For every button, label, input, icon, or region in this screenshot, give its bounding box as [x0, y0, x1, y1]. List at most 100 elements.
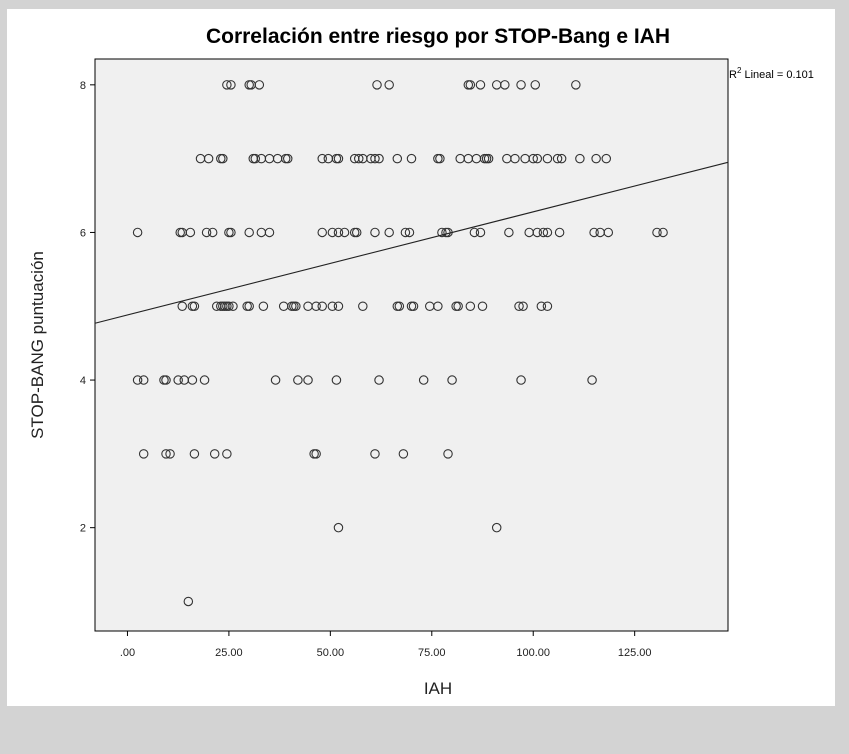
data-point [183, 596, 194, 607]
data-point [554, 227, 565, 238]
data-point [475, 227, 486, 238]
x-tick-label: 50.00 [317, 647, 345, 659]
data-point [244, 301, 254, 312]
data-point [447, 375, 457, 385]
y-tick-label: 2 [80, 523, 86, 535]
data-point [187, 375, 198, 385]
data-point [331, 375, 342, 385]
data-point [394, 301, 405, 312]
data-point [408, 301, 419, 312]
data-point [536, 301, 547, 312]
data-point [483, 153, 494, 164]
data-point [532, 227, 543, 238]
r2-label-sup: 2 [737, 66, 742, 75]
data-point [282, 153, 293, 164]
data-point [603, 227, 614, 238]
x-tick-label: 75.00 [418, 647, 446, 659]
data-point [475, 80, 486, 90]
y-tick-label: 4 [80, 375, 86, 387]
data-point [173, 375, 183, 385]
data-point [228, 301, 238, 312]
data-point [571, 80, 581, 90]
data-point [185, 227, 196, 238]
data-point [353, 153, 364, 164]
data-point [591, 153, 601, 164]
data-point [542, 301, 553, 312]
data-point [516, 80, 526, 90]
data-point [222, 80, 232, 90]
data-point [532, 153, 543, 164]
data-point [327, 227, 338, 238]
data-point [165, 449, 175, 459]
data-point [224, 301, 234, 312]
data-point [203, 153, 214, 164]
data-point [244, 227, 254, 238]
data-point [400, 227, 411, 238]
data-point [222, 449, 232, 459]
fit-line [94, 161, 729, 324]
data-point [433, 301, 443, 312]
plot-area [94, 58, 729, 632]
data-point [177, 301, 187, 312]
data-point [333, 301, 344, 312]
data-point [510, 153, 520, 164]
r2-label-suffix: Lineal = 0.101 [741, 69, 813, 81]
data-point [443, 449, 453, 459]
data-point [491, 522, 502, 533]
data-point [504, 227, 514, 238]
data-point [199, 375, 210, 385]
data-point [358, 301, 368, 312]
data-point [435, 153, 445, 164]
data-point [658, 227, 668, 238]
r2-label-prefix: R [729, 69, 737, 81]
axis-ticks: .00 25.00 50.00 75.00 100.00 125.00 2 4 6 8 [80, 80, 652, 659]
data-point [351, 227, 362, 238]
data-point [218, 153, 228, 164]
data-point [477, 301, 488, 312]
data-point [132, 375, 143, 385]
data-point [538, 227, 549, 238]
data-point [291, 301, 301, 312]
y-tick-label: 6 [80, 227, 86, 239]
chart-panel: Correlación entre riesgo por STOP-Bang e… [7, 9, 835, 706]
data-point [207, 227, 218, 238]
x-tick-label: 100.00 [516, 647, 550, 659]
data-point [542, 227, 553, 238]
data-point [189, 301, 200, 312]
data-point [556, 153, 567, 164]
data-point [418, 375, 429, 385]
data-point [370, 449, 380, 459]
x-tick-label: .00 [120, 647, 135, 659]
data-point [370, 227, 380, 238]
data-point [250, 153, 261, 164]
data-point [516, 375, 526, 385]
r2-label: R2 Lineal = 0.101 [729, 66, 814, 81]
data-point [270, 375, 281, 385]
data-point [589, 227, 599, 238]
data-points [132, 80, 668, 607]
data-point [437, 227, 447, 238]
data-point [406, 153, 417, 164]
data-point [132, 227, 143, 238]
data-point [311, 301, 321, 312]
data-point [317, 301, 327, 312]
data-point [317, 153, 327, 164]
data-point [303, 375, 313, 385]
data-point [226, 227, 236, 238]
data-point [372, 80, 382, 90]
data-point [254, 80, 265, 90]
data-point [264, 227, 275, 238]
data-point [138, 375, 149, 385]
data-point [374, 375, 384, 385]
data-point [652, 227, 662, 238]
data-point [333, 153, 344, 164]
data-point [209, 449, 220, 459]
data-point [226, 80, 236, 90]
data-point [293, 375, 303, 385]
data-point [258, 301, 269, 312]
scatter-chart: Correlación entre riesgo por STOP-Bang e… [28, 25, 814, 698]
data-point [311, 449, 321, 459]
data-point [370, 153, 380, 164]
data-point [161, 449, 171, 459]
